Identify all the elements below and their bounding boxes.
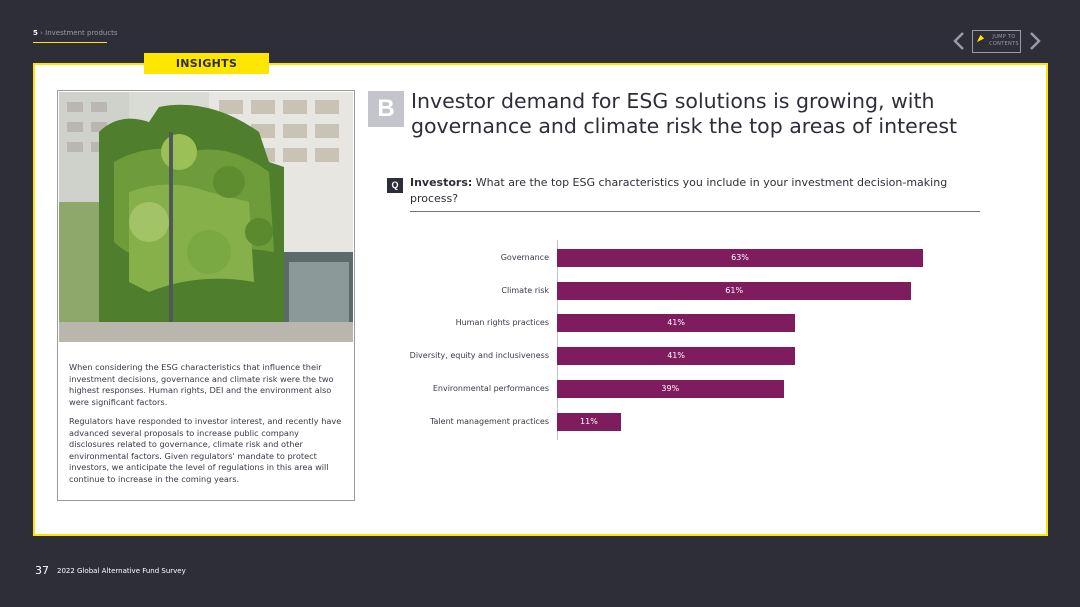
bar-value-label: 39% [661,383,680,393]
esg-bar-chart: Governance 63% Climate risk 61% Human rights… [360,240,980,440]
bar-label: Governance [500,253,549,262]
bar-label: Environmental performances [432,383,549,393]
bar-value-label: 41% [667,351,685,361]
bar-label: Human rights practices [455,318,549,328]
section-letter-badge: B [368,91,404,127]
section-name: › Investment products [37,29,118,37]
section-breadcrumb[interactable]: 5 › Investment products [33,29,118,37]
bar-value-label: 41% [667,318,685,328]
bar-label: Diversity, equity and inclusiveness [409,351,549,361]
jump-to-contents-button[interactable]: JUMP TO CONTENTS [972,30,1021,53]
question-lead: Investors: [410,176,473,189]
page-number: 37 [35,564,49,577]
page-title: Investor demand for ESG solutions is gro… [411,89,958,138]
document-title: 2022 Global Alternative Fund Survey [57,567,186,575]
bar-label: Talent management practices [429,416,549,426]
question-text: What are the top ESG characteristics you… [410,176,948,205]
bar-value-label: 61% [725,285,744,295]
chevron-left-icon[interactable] [950,30,968,52]
bar [557,379,784,398]
bar-value-label: 11% [580,416,598,426]
question-divider [410,211,980,212]
insights-panel: When considering the ESG characteristics… [57,90,355,501]
insights-tab: INSIGHTS [144,53,269,74]
breadcrumb-underline [33,42,107,43]
arrow-icon [976,34,985,43]
section-number: 5 [33,29,38,37]
chevron-right-icon[interactable] [1026,30,1044,52]
bar [557,412,621,431]
insights-text: When considering the ESG characteristics… [69,362,347,485]
bar-label: Climate risk [501,285,549,295]
survey-question: Investors: What are the top ESG characte… [410,175,970,207]
jump-label: JUMP TO CONTENTS [989,34,1019,47]
insights-paragraph-1: When considering the ESG characteristics… [69,362,334,407]
bar-value-label: 63% [731,253,749,262]
bar [557,249,923,267]
chart-axis-line [557,240,558,440]
insights-paragraph-2: Regulators have responded to investor in… [69,416,342,484]
bar [557,281,912,300]
bar [557,347,796,366]
question-badge: Q [387,178,403,193]
green-wall-building-photo [59,92,353,342]
bar [557,314,796,333]
